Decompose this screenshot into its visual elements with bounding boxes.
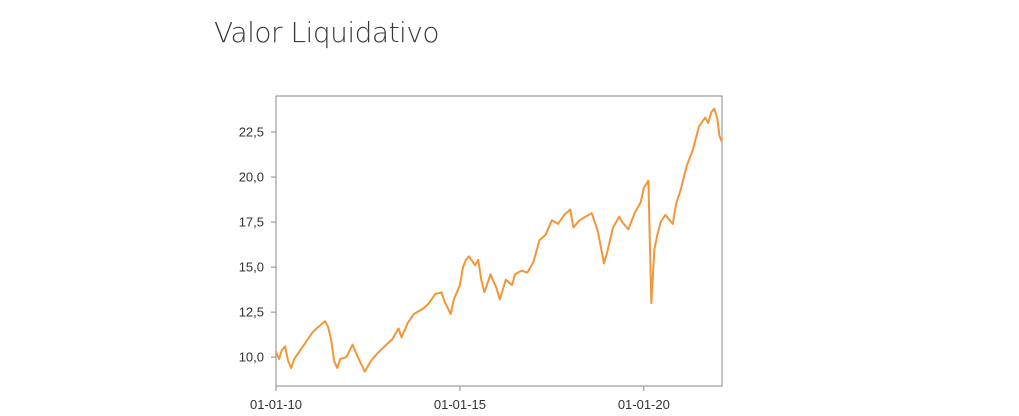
- x-tick-label: 01-01-20: [618, 397, 670, 412]
- plot-area: [275, 95, 723, 387]
- page-title: Valor Liquidativo: [214, 16, 440, 49]
- y-tick-label: 22,5: [239, 125, 264, 140]
- x-axis-tick-labels: 01-01-10 01-01-15 01-01-20: [250, 397, 670, 412]
- x-tick-label: 01-01-10: [250, 397, 302, 412]
- y-tick-label: 17,5: [239, 215, 264, 230]
- y-tick-label: 15,0: [239, 260, 264, 275]
- x-tick-label: 01-01-15: [434, 397, 486, 412]
- nav-series-line: [275, 107, 723, 373]
- chart-axes: [271, 95, 723, 391]
- y-tick-label: 20,0: [239, 170, 264, 185]
- y-tick-label: 12,5: [239, 305, 264, 320]
- y-axis-tick-labels: 10,0 12,5 15,0 17,5 20,0 22,5: [239, 125, 264, 365]
- chart-series: [275, 107, 723, 373]
- y-tick-label: 10,0: [239, 350, 264, 365]
